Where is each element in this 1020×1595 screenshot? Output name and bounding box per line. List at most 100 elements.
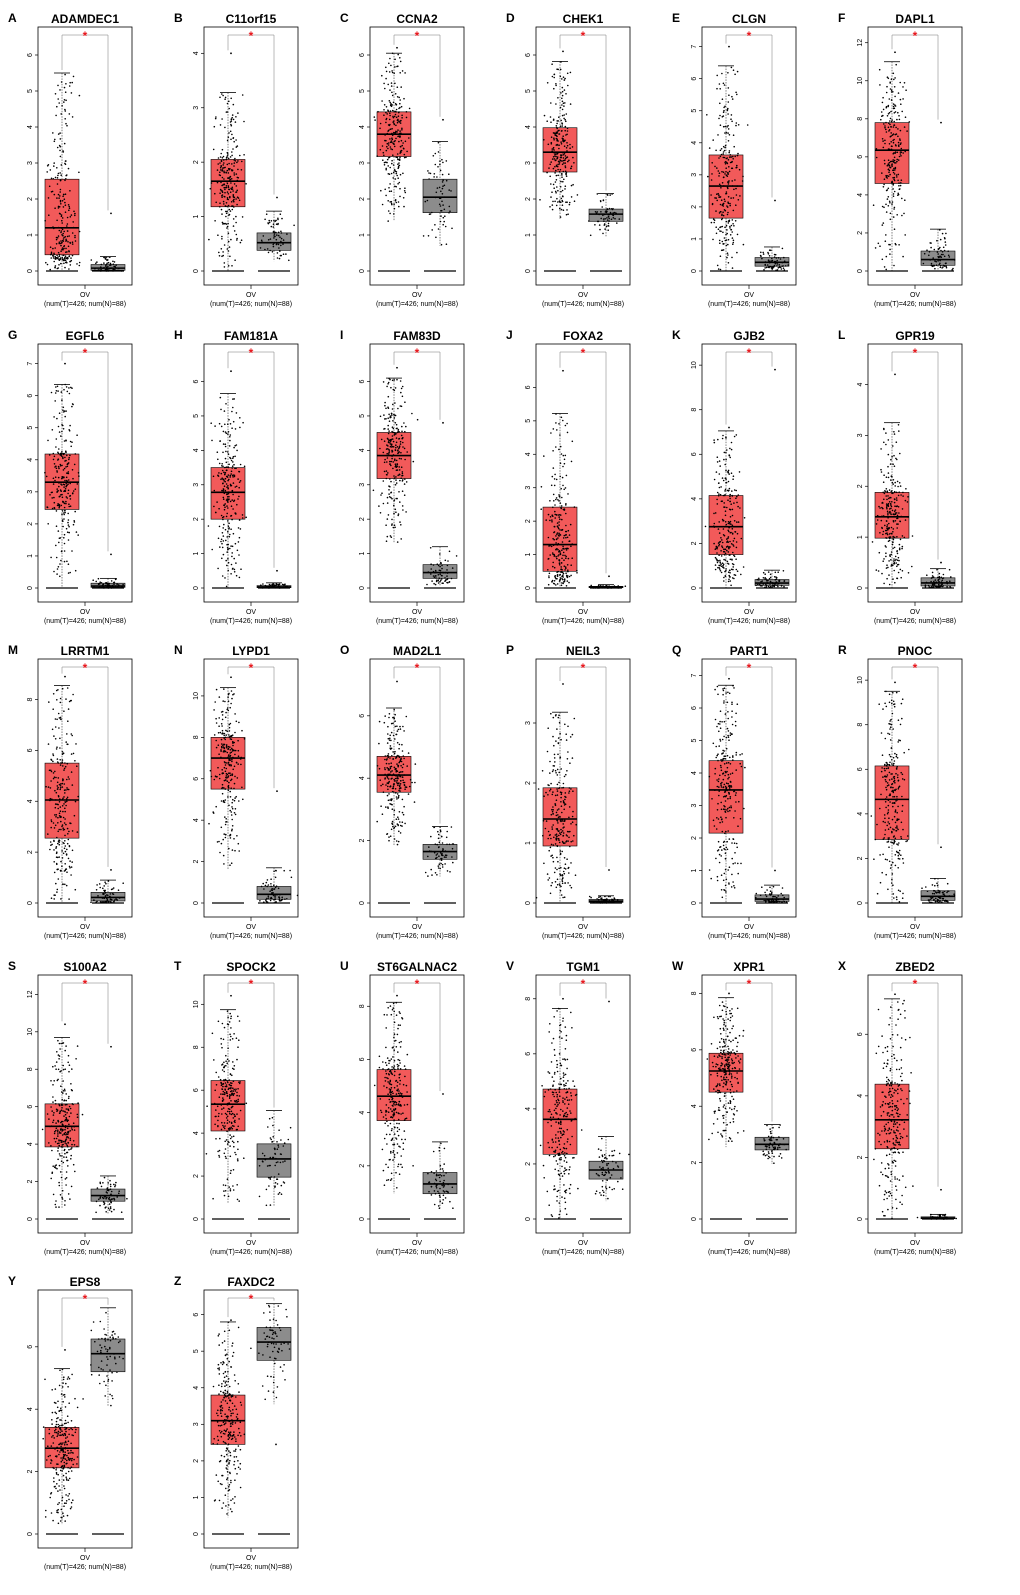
tumor-point <box>401 505 404 507</box>
tumor-point <box>60 550 63 553</box>
tumor-point <box>888 143 891 145</box>
tumor-point <box>63 537 65 539</box>
tumor-point <box>63 542 66 545</box>
tumor-point <box>886 564 888 566</box>
tumor-point <box>233 782 236 785</box>
tumor-point <box>223 779 226 782</box>
tumor-point <box>388 493 390 495</box>
tumor-point <box>50 770 53 773</box>
tumor-point <box>889 536 892 538</box>
tumor-point <box>405 481 408 483</box>
tumor-point <box>227 153 229 155</box>
tumor-point <box>226 476 229 478</box>
tumor-point <box>220 711 223 713</box>
tumor-point <box>888 161 891 164</box>
tumor-outlier-point <box>894 51 896 54</box>
tumor-point <box>229 706 231 709</box>
normal-point <box>935 264 938 267</box>
tumor-point <box>76 831 79 833</box>
tumor-point <box>63 86 66 89</box>
tumor-point <box>890 132 892 134</box>
tumor-point <box>381 74 383 77</box>
tumor-point <box>54 93 57 95</box>
tumor-point <box>893 546 896 549</box>
tumor-point <box>233 463 235 466</box>
tumor-point <box>568 203 571 206</box>
tumor-point <box>397 165 400 168</box>
tumor-point <box>555 192 557 194</box>
tumor-point <box>889 117 892 120</box>
tumor-point <box>886 528 889 530</box>
tumor-point <box>224 506 226 508</box>
normal-point <box>276 243 278 245</box>
tumor-point <box>50 844 52 846</box>
tumor-point <box>230 528 232 530</box>
tumor-point <box>49 848 51 851</box>
tumor-point <box>78 171 80 174</box>
tumor-point <box>67 519 70 521</box>
tumor-point <box>65 178 67 180</box>
tumor-point <box>238 481 241 483</box>
tumor-point <box>398 473 401 476</box>
tumor-point <box>215 201 217 204</box>
tumor-point <box>905 89 907 91</box>
tumor-point <box>555 538 558 540</box>
tumor-point <box>885 555 887 558</box>
tumor-point <box>563 178 565 181</box>
tumor-point <box>557 499 559 501</box>
tumor-point <box>64 204 67 206</box>
normal-point <box>268 583 271 586</box>
normal-point <box>284 583 286 585</box>
tumor-outlier-point <box>230 52 232 55</box>
tumor-point <box>62 752 65 754</box>
tumor-point <box>56 758 59 760</box>
tumor-point <box>54 718 57 720</box>
tumor-point <box>219 206 221 208</box>
tumor-point <box>53 496 55 499</box>
tumor-point <box>563 508 566 510</box>
normal-point <box>264 584 267 587</box>
tumor-point <box>555 555 557 558</box>
tumor-point <box>74 760 76 762</box>
normal-point <box>107 582 109 585</box>
tumor-point <box>885 520 888 522</box>
tumor-point <box>227 431 230 433</box>
y-tick-label: 8 <box>193 735 200 739</box>
tumor-point <box>560 61 562 63</box>
tumor-point <box>399 443 402 445</box>
tumor-point <box>729 234 732 236</box>
tumor-point <box>232 218 235 220</box>
tumor-point <box>63 822 66 824</box>
tumor-point <box>389 478 391 480</box>
tumor-point <box>58 431 61 433</box>
tumor-point <box>894 509 897 511</box>
tumor-point <box>887 77 890 80</box>
tumor-point <box>881 502 883 504</box>
tumor-point <box>720 187 722 189</box>
tumor-point <box>558 500 560 502</box>
tumor-point <box>54 255 56 258</box>
tumor-point <box>883 427 885 430</box>
tumor-point <box>223 262 226 264</box>
tumor-point <box>562 572 565 575</box>
tumor-point <box>540 508 542 510</box>
tumor-point <box>554 165 556 168</box>
tumor-point <box>887 502 890 505</box>
tumor-point <box>226 197 229 199</box>
tumor-point <box>736 251 738 254</box>
normal-point <box>439 580 441 583</box>
tumor-point <box>559 125 562 127</box>
normal-point <box>114 269 116 271</box>
tumor-point <box>66 216 69 219</box>
tumor-point <box>233 172 235 174</box>
tumor-point <box>232 455 235 458</box>
normal-points <box>90 212 123 272</box>
normal-point <box>105 582 108 584</box>
tumor-point <box>887 168 890 170</box>
tumor-point <box>220 248 223 250</box>
tumor-point <box>726 506 728 509</box>
tumor-point <box>401 490 404 492</box>
normal-outlier-point <box>774 199 776 202</box>
tumor-point <box>224 98 226 100</box>
tumor-point <box>227 250 230 252</box>
